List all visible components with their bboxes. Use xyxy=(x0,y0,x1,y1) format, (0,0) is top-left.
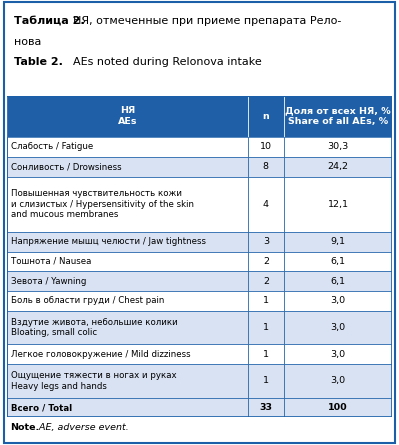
Bar xyxy=(7,157,247,177)
Text: Таблица 2.: Таблица 2. xyxy=(14,16,89,25)
Bar xyxy=(7,398,247,417)
Bar xyxy=(284,271,392,291)
Text: Напряжение мышц челюсти / Jaw tightness: Напряжение мышц челюсти / Jaw tightness xyxy=(11,237,206,246)
Text: Всего / Total: Всего / Total xyxy=(11,403,72,412)
Bar xyxy=(247,271,284,291)
Bar xyxy=(284,96,392,137)
Text: 1: 1 xyxy=(263,350,269,359)
Text: AE, adverse event.: AE, adverse event. xyxy=(36,423,129,432)
Bar xyxy=(247,157,284,177)
Text: Легкое головокружение / Mild dizziness: Легкое головокружение / Mild dizziness xyxy=(11,350,191,359)
Text: Тошнота / Nausea: Тошнота / Nausea xyxy=(11,257,91,266)
Text: 6,1: 6,1 xyxy=(330,277,346,286)
Bar xyxy=(7,291,247,311)
Bar xyxy=(7,177,247,232)
Text: 12,1: 12,1 xyxy=(328,200,348,209)
Text: 9,1: 9,1 xyxy=(330,237,346,246)
Text: 2: 2 xyxy=(263,257,269,266)
Text: 33: 33 xyxy=(259,403,273,412)
Text: Доля от всех НЯ, %
Share of all AEs, %: Доля от всех НЯ, % Share of all AEs, % xyxy=(285,106,391,126)
Text: НЯ, отмеченные при приеме препарата Рело-: НЯ, отмеченные при приеме препарата Рело… xyxy=(73,16,342,25)
Text: 24,2: 24,2 xyxy=(328,162,348,171)
Text: 3: 3 xyxy=(263,237,269,246)
Text: 100: 100 xyxy=(328,403,348,412)
Bar xyxy=(284,177,392,232)
Bar xyxy=(247,311,284,344)
Bar xyxy=(247,251,284,271)
Bar xyxy=(284,311,392,344)
Text: 8: 8 xyxy=(263,162,269,171)
Bar xyxy=(284,157,392,177)
Bar xyxy=(247,291,284,311)
Bar xyxy=(284,291,392,311)
Text: 3,0: 3,0 xyxy=(330,350,346,359)
Text: Повышенная чувствительность кожи
и слизистых / Hypersensitivity of the skin
and : Повышенная чувствительность кожи и слизи… xyxy=(11,189,194,219)
Bar xyxy=(7,364,247,398)
Bar xyxy=(247,96,284,137)
Text: 3,0: 3,0 xyxy=(330,323,346,332)
Bar xyxy=(7,232,247,251)
Text: Боль в области груди / Chest pain: Боль в области груди / Chest pain xyxy=(11,296,164,305)
Text: НЯ
AEs: НЯ AEs xyxy=(118,106,137,126)
Text: 4: 4 xyxy=(263,200,269,209)
Text: n: n xyxy=(263,112,269,121)
Text: 1: 1 xyxy=(263,323,269,332)
Bar xyxy=(7,96,247,137)
Bar xyxy=(247,232,284,251)
Text: Note.: Note. xyxy=(10,423,40,432)
Bar xyxy=(247,177,284,232)
Text: 1: 1 xyxy=(263,376,269,385)
Bar xyxy=(247,137,284,157)
Text: Зевота / Yawning: Зевота / Yawning xyxy=(11,277,87,286)
Bar xyxy=(247,398,284,417)
Text: нова: нова xyxy=(14,37,41,47)
Text: 6,1: 6,1 xyxy=(330,257,346,266)
Bar xyxy=(284,364,392,398)
Bar xyxy=(7,137,247,157)
Bar xyxy=(284,398,392,417)
Bar xyxy=(247,344,284,364)
Bar xyxy=(7,311,247,344)
Text: Вздутие живота, небольшие колики
Bloating, small colic: Вздутие живота, небольшие колики Bloatin… xyxy=(11,318,178,337)
Text: 30,3: 30,3 xyxy=(327,142,349,151)
Text: 3,0: 3,0 xyxy=(330,296,346,305)
Text: 2: 2 xyxy=(263,277,269,286)
Text: Сонливость / Drowsiness: Сонливость / Drowsiness xyxy=(11,162,122,171)
Text: AEs noted during Relonova intake: AEs noted during Relonova intake xyxy=(73,57,262,67)
Bar xyxy=(284,251,392,271)
Bar xyxy=(284,137,392,157)
Text: 1: 1 xyxy=(263,296,269,305)
Text: 3,0: 3,0 xyxy=(330,376,346,385)
Bar xyxy=(7,271,247,291)
Text: Table 2.: Table 2. xyxy=(14,57,67,67)
Bar xyxy=(284,344,392,364)
Bar xyxy=(284,232,392,251)
Bar xyxy=(7,251,247,271)
Text: Слабость / Fatigue: Слабость / Fatigue xyxy=(11,142,93,151)
Text: 10: 10 xyxy=(260,142,272,151)
Bar xyxy=(7,344,247,364)
Bar xyxy=(247,364,284,398)
Text: Ощущение тяжести в ногах и руках
Heavy legs and hands: Ощущение тяжести в ногах и руках Heavy l… xyxy=(11,371,177,391)
